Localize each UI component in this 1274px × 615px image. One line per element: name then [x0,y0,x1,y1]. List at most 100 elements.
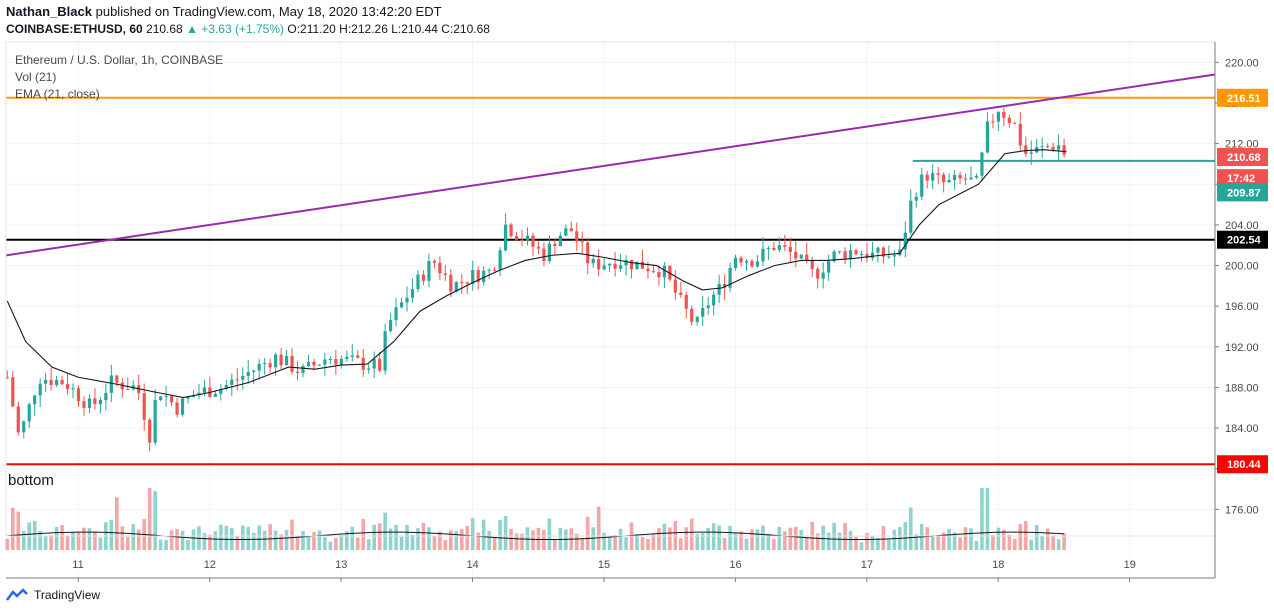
x-tick-label: 19 [1124,559,1136,571]
volume-bar [175,529,179,550]
volume-bar [219,524,223,550]
price-tag-bg [1217,230,1268,249]
candle-body [597,259,601,270]
x-tick-label: 13 [335,559,347,571]
candle-body [772,247,776,250]
volume-bar [339,534,344,550]
price-tag-bg [1217,183,1268,202]
volume-bar [750,529,754,550]
tradingview-brand: TradingView [34,588,101,602]
candle-body [82,401,86,408]
volume-bar [695,533,700,550]
y-tick-label: 188.00 [1225,382,1259,394]
legend-ema[interactable]: EMA (21, close) [15,87,100,101]
price-tag-bg [1217,455,1268,474]
candle-body [405,297,409,303]
volume-bar [859,542,864,550]
candle-body [744,260,749,263]
volume-bar [476,532,481,550]
candle-body [848,250,853,259]
volume-bar [443,540,448,550]
candle-body [1057,145,1061,150]
volume-bar [728,525,732,550]
volume-bar [481,519,486,550]
volume-bar [82,527,86,550]
author-name[interactable]: Nathan_Black [6,4,92,19]
candle-body [947,180,951,183]
horizontal-levels[interactable] [5,73,1216,466]
price-tag-bg [1217,148,1268,167]
candle-body [115,375,119,383]
volume-bar [848,530,853,550]
volume-bar [514,533,519,550]
candle-body [739,257,743,263]
candle-body [274,354,278,368]
candle-body [750,260,754,267]
candle-body [985,121,990,153]
candle-body [421,274,426,281]
volume-bar [815,533,820,550]
candle-body [558,235,562,247]
price-tag-bg [1217,169,1268,188]
candle-body [252,370,256,372]
volume-bar [366,539,371,550]
volume-bar [711,523,716,550]
candle-body [11,377,15,407]
candle-body [690,308,694,322]
volume-bar [71,531,75,550]
symbol-label: COINBASE:ETHUSD, 60 [6,22,143,36]
candle-body [503,224,508,251]
volume-bar [120,526,125,550]
volume-ma-line [7,531,1065,541]
volume-bar [755,529,760,550]
candle-body [788,246,792,252]
volume-bar [93,531,97,550]
volume-bar [202,533,207,550]
volume-bar [772,539,776,550]
candle-body [870,252,875,259]
candle-body [230,379,234,385]
candle-body [755,261,760,267]
volume-bar [613,535,617,550]
price-tag-label: 209.87 [1227,187,1261,199]
candle-body [821,272,825,279]
candle-body [799,254,803,259]
candle-body [640,261,645,269]
legend-title[interactable]: Ethereum / U.S. Dollar, 1h, COINBASE [15,53,224,67]
volume-bar [328,541,333,550]
volume-bar [115,497,119,550]
candle-body [27,404,31,422]
candle-body [553,243,557,247]
volume-bar [624,537,628,550]
volume-bar [301,531,305,550]
volume-bar [662,523,667,550]
legend-volume[interactable]: Vol (21) [15,70,57,84]
volume-bar [262,530,267,550]
candle-body [449,274,453,292]
candle-body [958,175,962,179]
candle-body [443,273,447,275]
y-tick-label: 176.00 [1225,504,1259,516]
candle-body [290,355,294,372]
volume-bar [98,537,103,550]
candle-body [525,235,530,241]
volume-bar [60,525,64,550]
candle-body [980,152,984,176]
candle-body [810,260,814,270]
x-tick-label: 11 [72,559,83,571]
candle-body [963,178,968,180]
volume-bar [974,541,979,550]
volume-bar [640,537,645,550]
candle-body [334,358,338,365]
x-tick-label: 18 [992,559,1004,571]
candle-body [1051,146,1055,150]
volume-bar [679,538,683,550]
candle-body [876,247,880,253]
tradingview-logo[interactable]: TradingView [6,588,100,602]
ema-polyline [6,149,1067,399]
volume-bar [881,526,886,550]
candle-body [487,269,491,271]
y-tick-label: 184.00 [1225,423,1259,435]
candle-body [608,263,612,266]
